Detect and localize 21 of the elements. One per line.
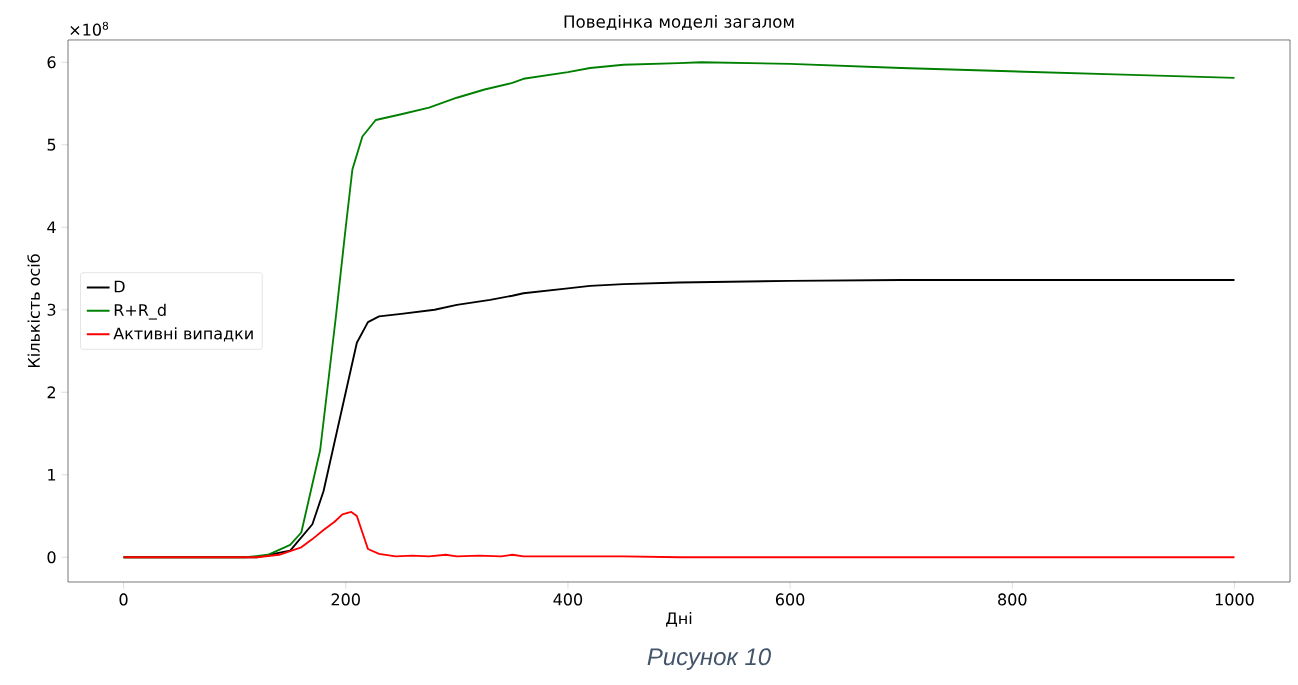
x-tick-label: 200 — [331, 593, 360, 606]
x-axis-title: Дні — [666, 611, 692, 627]
text: ×10$^{8}$ — [70, 21, 109, 36]
legend-label: R+R_d — [114, 303, 166, 320]
x-tick-label: 600 — [775, 593, 805, 606]
y-tick-label: 5 — [47, 138, 56, 151]
x-tick-label: 400 — [553, 593, 583, 606]
y-tick-label: 1 — [48, 468, 56, 481]
y-axis-title: Кількість осіб — [27, 254, 40, 367]
y-tick-label: 6 — [47, 56, 56, 69]
y-tick-label: 3 — [47, 303, 56, 316]
chart-title: Поведінка моделі загалом — [564, 14, 794, 30]
x-tick-label: 800 — [998, 593, 1027, 606]
y-tick-label: 2 — [47, 386, 56, 399]
text: Рисунок 10 — [647, 648, 771, 670]
legend-label: D — [114, 280, 125, 293]
x-tick-label: 0 — [119, 593, 128, 606]
y-tick-label: 4 — [47, 221, 56, 234]
y-tick-label: 0 — [47, 551, 56, 564]
x-tick-label: 1000 — [1215, 593, 1254, 606]
legend-label: Активні випадки — [113, 327, 253, 342]
